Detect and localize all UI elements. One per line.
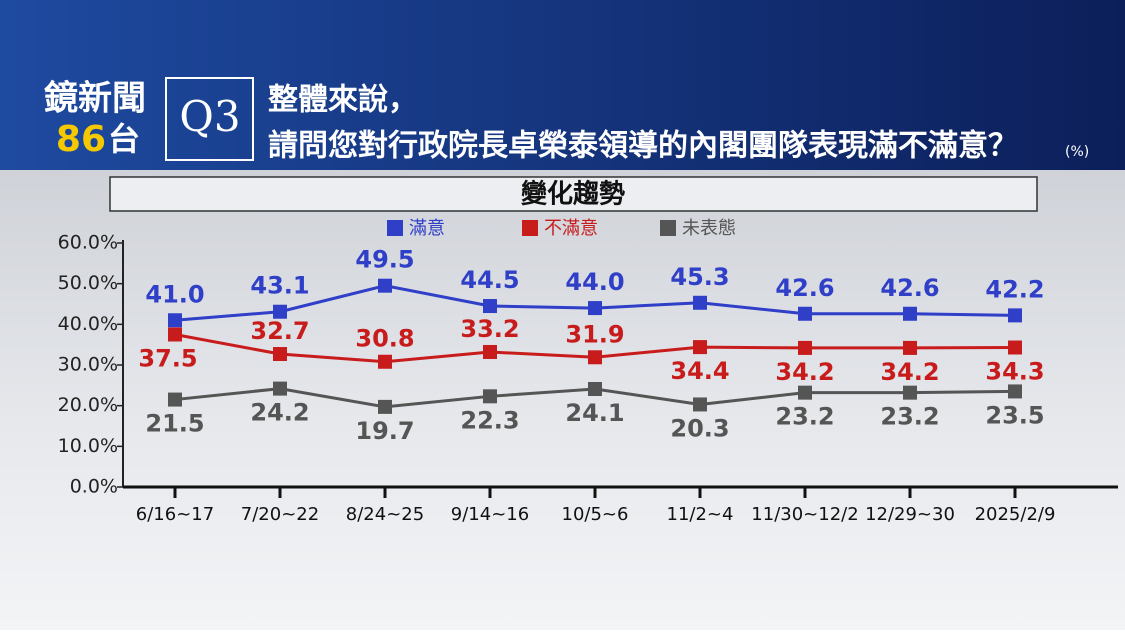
marker [273, 347, 287, 362]
marker [798, 306, 812, 321]
value-label: 24.1 [565, 399, 624, 427]
x-tick-label: 11/30~12/2 [751, 504, 858, 525]
value-label: 30.8 [355, 325, 414, 353]
value-label: 41.0 [145, 280, 204, 308]
y-tick-label: 60.0% [58, 232, 118, 254]
marker [588, 350, 602, 365]
channel-suffix: 台 [108, 120, 140, 158]
value-label: 23.2 [775, 403, 834, 431]
value-label: 43.1 [250, 272, 309, 300]
value-label: 23.5 [985, 401, 1044, 429]
marker [903, 340, 917, 355]
question-line1: 整體來說， [268, 83, 418, 118]
x-tick-label: 11/2~4 [667, 504, 734, 525]
marker [1008, 340, 1022, 355]
marker [798, 385, 812, 400]
marker [273, 381, 287, 396]
value-label: 42.6 [880, 274, 939, 302]
legend-swatch [387, 220, 403, 236]
marker [378, 399, 392, 414]
value-label: 24.2 [250, 399, 309, 427]
x-tick-label: 10/5~6 [562, 504, 629, 525]
marker [903, 306, 917, 321]
question-line2: 請問您對行政院長卓榮泰領導的內閣團隊表現滿不滿意？ [268, 129, 1018, 164]
value-label: 34.4 [670, 357, 729, 385]
x-tick-label: 2025/2/9 [975, 504, 1056, 525]
marker [693, 295, 707, 310]
marker [798, 340, 812, 355]
value-label: 34.2 [880, 358, 939, 386]
value-label: 42.6 [775, 274, 834, 302]
question-number: Q3 [179, 92, 240, 141]
brand: 鏡新聞 [44, 79, 146, 119]
marker [903, 385, 917, 400]
value-label: 23.2 [880, 403, 939, 431]
header-bg [0, 0, 1125, 170]
x-tick-label: 6/16~17 [136, 504, 214, 525]
y-tick-label: 50.0% [58, 272, 118, 294]
value-label: 49.5 [355, 246, 414, 274]
y-tick-label: 30.0% [58, 354, 118, 376]
chart-title: 變化趨勢 [521, 179, 625, 210]
marker [273, 304, 287, 319]
value-label: 31.9 [565, 320, 624, 348]
x-tick-label: 7/20~22 [241, 504, 319, 525]
value-label: 34.3 [985, 358, 1044, 386]
marker [168, 313, 182, 328]
marker [378, 278, 392, 293]
legend-swatch [660, 220, 676, 236]
marker [1008, 384, 1022, 399]
marker [483, 389, 497, 404]
legend-label: 滿意 [409, 218, 445, 239]
value-label: 44.0 [565, 268, 624, 296]
x-tick-label: 8/24~25 [346, 504, 424, 525]
marker [588, 381, 602, 396]
marker [483, 344, 497, 359]
legend-label: 未表態 [682, 218, 736, 239]
channel-number: 86 [56, 119, 106, 160]
value-label: 42.2 [985, 275, 1044, 303]
unit: (%) [1065, 144, 1089, 160]
marker [168, 392, 182, 407]
marker [378, 354, 392, 369]
value-label: 37.5 [138, 345, 197, 373]
y-tick-label: 40.0% [58, 313, 118, 335]
value-label: 21.5 [145, 410, 204, 438]
title-bar [109, 176, 1038, 212]
value-label: 44.5 [460, 266, 519, 294]
question-box [165, 77, 254, 161]
value-label: 34.2 [775, 358, 834, 386]
marker [1008, 308, 1022, 323]
value-label: 32.7 [250, 317, 309, 345]
x-tick-label: 12/29~30 [865, 504, 955, 525]
legend-swatch [522, 220, 538, 236]
legend-label: 不滿意 [544, 218, 598, 239]
marker [693, 340, 707, 355]
value-label: 20.3 [670, 414, 729, 442]
x-tick-label: 9/14~16 [451, 504, 529, 525]
value-label: 33.2 [460, 315, 519, 343]
marker [693, 397, 707, 412]
value-label: 22.3 [460, 406, 519, 434]
marker [483, 299, 497, 314]
y-tick-label: 10.0% [58, 435, 118, 457]
y-tick-label: 20.0% [58, 394, 118, 416]
plot-bg [0, 170, 1125, 630]
y-tick-label: 0.0% [70, 476, 118, 498]
value-label: 19.7 [355, 417, 414, 445]
value-label: 45.3 [670, 263, 729, 291]
marker [588, 301, 602, 316]
marker [168, 327, 182, 342]
